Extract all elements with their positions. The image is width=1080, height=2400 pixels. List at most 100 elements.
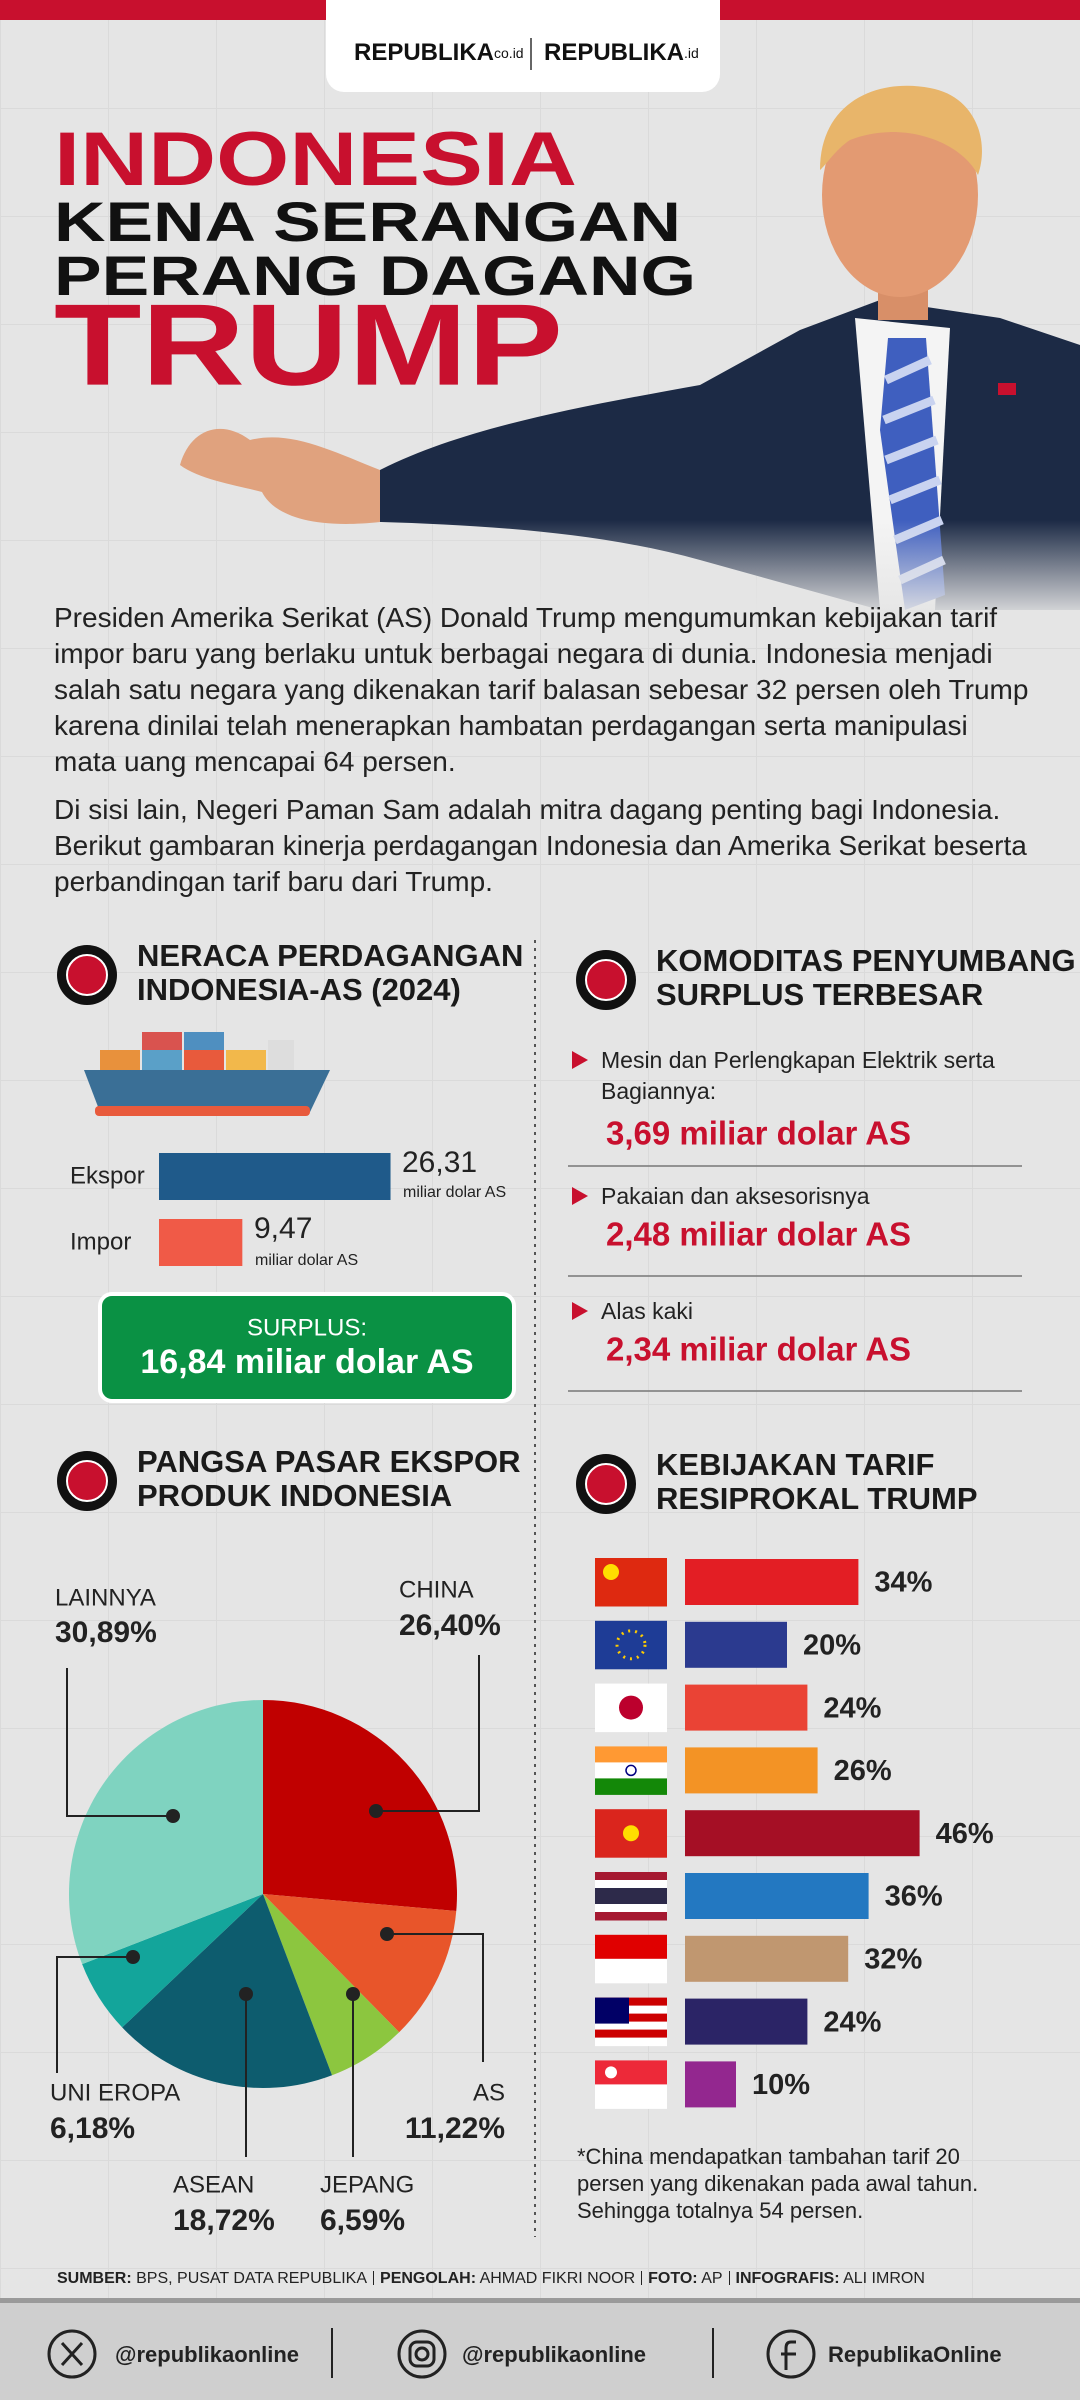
leader-dot: [369, 1804, 383, 1818]
flag-icon: [595, 1558, 667, 1607]
flag-icon: [595, 1620, 667, 1670]
flag-emblem: [625, 1764, 637, 1777]
flag-stripe: [595, 1880, 667, 1889]
flag-stripe: [595, 2005, 667, 2015]
heading-icon-dot: [585, 1463, 627, 1505]
leader-line: [66, 1668, 173, 1817]
flag-stripe: [595, 1896, 667, 1905]
source-text: AP: [701, 2270, 723, 2287]
intro-paragraph: Presiden Amerika Serikat (AS) Donald Tru…: [54, 602, 1029, 777]
source-text: ALI IMRON: [843, 2270, 925, 2287]
value-label: 26,31: [402, 1146, 477, 1179]
flag-stripe: [595, 2013, 667, 2023]
bar: [685, 2061, 736, 2108]
flag-emblem: [605, 2066, 617, 2079]
flag-stripe: [595, 1904, 667, 1913]
flag-canton: [595, 1997, 629, 2024]
value-label: 18,72%: [173, 2204, 275, 2237]
section-title: RESIPROKAL TRUMP: [656, 1481, 978, 1516]
pie-slice: [263, 1894, 400, 2076]
bar: [685, 1935, 849, 1982]
heading-icon-dot: [66, 1460, 108, 1502]
heading-icon-dot: [585, 959, 627, 1001]
commodity-name: Mesin dan Perlengkapan Elektrik serta Ba…: [601, 1047, 995, 1104]
surplus-label: SURPLUS:: [247, 1314, 367, 1341]
source-text: BPS, PUSAT DATA REPUBLIKA: [136, 2270, 368, 2287]
flag-stripe: [595, 2021, 667, 2031]
flag-emblem: [615, 1629, 647, 1661]
title-line: KENA SERANGAN: [54, 190, 681, 253]
flag-stripe: [595, 1997, 667, 2007]
flag-stripe: [595, 2084, 667, 2109]
section-title: KEBIJAKAN TARIF: [656, 1447, 934, 1482]
surplus-value: 16,84 miliar dolar AS: [140, 1343, 473, 1381]
separator: [728, 2271, 730, 2285]
unit-label: miliar dolar AS: [255, 1252, 358, 1269]
instagram-icon: [397, 2329, 447, 2379]
category-label: Ekspor: [70, 1162, 145, 1189]
category-label: Impor: [70, 1228, 131, 1255]
source-label: FOTO:: [648, 2270, 698, 2287]
section-title: INDONESIA-AS (2024): [137, 972, 461, 1007]
flag-stripe: [595, 1912, 667, 1921]
value-label: 32%: [864, 1943, 922, 1975]
value-label: 6,59%: [320, 2204, 405, 2237]
flag-icon: [595, 1746, 667, 1795]
separator: [641, 2271, 643, 2285]
flag-emblem: [619, 1695, 643, 1720]
flag-stripe: [595, 1872, 667, 1881]
leader-dot: [126, 1950, 140, 1964]
commodity-value: 3,69 miliar dolar AS: [606, 1115, 911, 1152]
category-label: UNI EROPA: [50, 2079, 180, 2106]
pie-slice: [263, 1699, 457, 1912]
social-handle[interactable]: RepublikaOnline: [828, 2342, 1002, 2367]
flag-emblem: [623, 1825, 639, 1842]
pie-slice: [82, 1894, 263, 2028]
value-label: 34%: [874, 1567, 932, 1599]
commodity-value: 2,34 miliar dolar AS: [606, 1331, 911, 1368]
flag-stripe: [595, 2029, 667, 2039]
leader-dot: [346, 1987, 360, 2001]
logo: REPUBLIKAco.id: [354, 39, 524, 66]
x-icon: [47, 2329, 97, 2379]
section-title: PRODUK INDONESIA: [137, 1478, 452, 1513]
category-label: AS: [473, 2079, 505, 2106]
pie-slice: [68, 1700, 263, 1965]
photo: [180, 85, 1080, 620]
bar: [685, 1873, 869, 1919]
source-text: AHMAD FIKRI NOOR: [479, 2270, 636, 2287]
flag-stripe: [595, 1958, 667, 1984]
separator: [373, 2271, 375, 2285]
section-title: SURPLUS TERBESAR: [656, 977, 983, 1012]
leader-dot: [166, 1809, 180, 1823]
source-label: INFOGRAFIS:: [735, 2270, 840, 2287]
tariff-note: *China mendapatkan tambahan tarif 20 per…: [577, 2144, 979, 2223]
facebook-icon: [766, 2329, 816, 2379]
bar: [685, 1747, 818, 1794]
footer-border: [0, 2298, 1080, 2303]
logo-tab: [326, 0, 720, 92]
value-label: 10%: [752, 2069, 810, 2101]
social-handle[interactable]: @republikaonline: [115, 2342, 299, 2367]
flag-stripe: [595, 1558, 667, 1607]
leader-line: [56, 1956, 133, 2073]
commodity-name: Pakaian dan aksesorisnya: [601, 1183, 870, 1209]
value-label: 26,40%: [399, 1609, 501, 1642]
leader-line: [387, 1933, 484, 2062]
value-label: 11,22%: [405, 2112, 505, 2145]
pie-slice: [122, 1894, 333, 2088]
category-label: JEPANG: [320, 2171, 414, 2198]
flag-stripe: [595, 2037, 667, 2047]
leader-line: [376, 1655, 480, 1812]
flag-icon: [595, 2060, 667, 2109]
section-title: KOMODITAS PENYUMBANG: [656, 943, 1076, 978]
pie-slice: [263, 1894, 457, 2033]
bullet-triangle: [572, 1302, 588, 1320]
bar: [159, 1219, 243, 1266]
category-label: CHINA: [399, 1576, 474, 1603]
footer: [0, 2300, 1080, 2400]
flag-icon: [595, 1809, 667, 1858]
social-handle[interactable]: @republikaonline: [462, 2342, 646, 2367]
